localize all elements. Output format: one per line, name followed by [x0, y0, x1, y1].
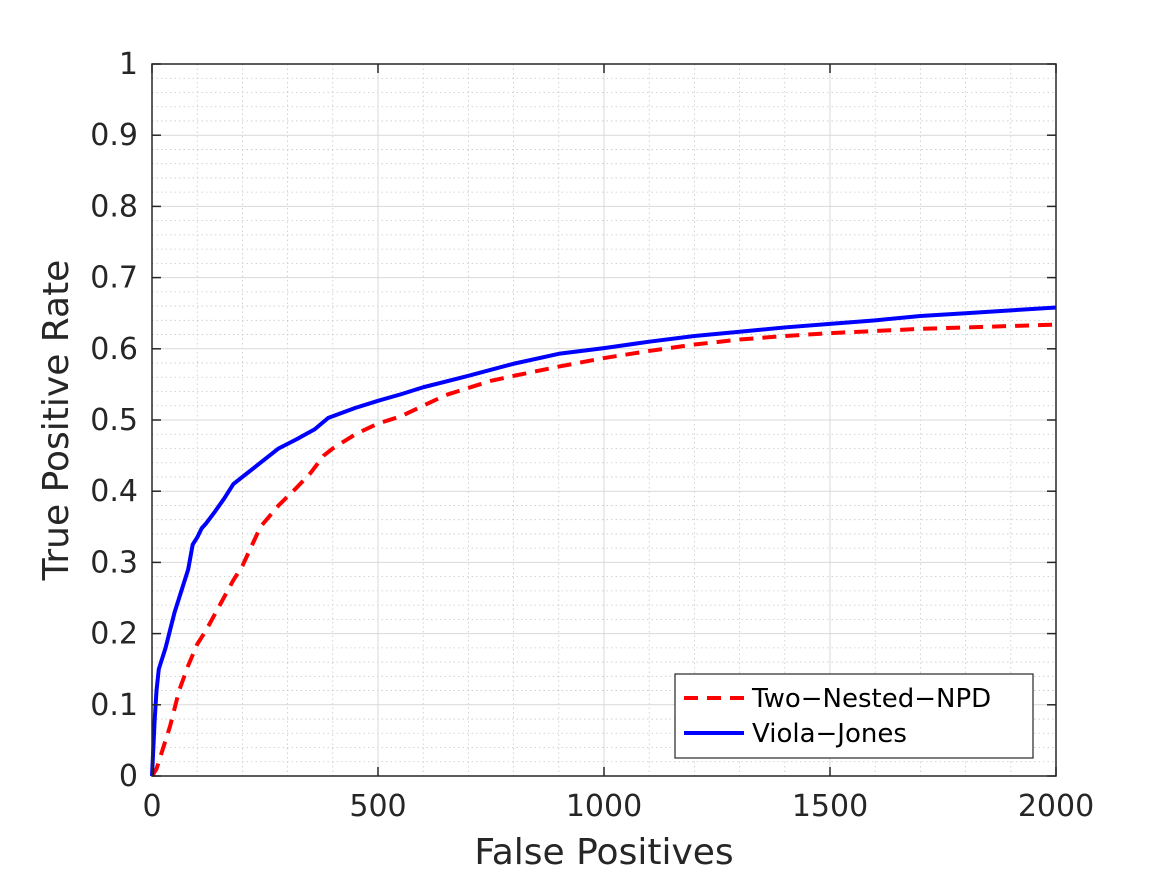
y-tick-label: 0 [119, 759, 138, 794]
y-tick-label: 0.9 [90, 118, 138, 153]
y-tick-label: 0.7 [90, 261, 138, 296]
x-tick-label: 500 [349, 789, 406, 824]
x-tick-label: 1500 [792, 789, 868, 824]
y-tick-label: 0.4 [90, 474, 138, 509]
series-layer [150, 305, 1057, 778]
x-tick-labels: 0 500 1000 1500 2000 [142, 789, 1094, 824]
x-tick-label: 0 [142, 789, 161, 824]
series-line-0 [150, 322, 1057, 778]
x-tick-label: 1000 [566, 789, 642, 824]
legend: Two−Nested−NPD Viola−Jones [674, 673, 1034, 759]
y-tick-label: 0.2 [90, 617, 138, 652]
series-line-1 [150, 305, 1057, 777]
y-tick-label: 0.5 [90, 403, 138, 438]
legend-label-viola-jones: Viola−Jones [752, 719, 907, 749]
y-tick-label: 0.6 [90, 332, 138, 367]
tick-marks [151, 63, 1057, 777]
legend-label-two-nested-npd: Two−Nested−NPD [751, 684, 991, 714]
y-tick-label: 0.3 [90, 545, 138, 580]
y-axis-label: True Positive Rate [36, 260, 77, 582]
y-tick-labels: 0 0.1 0.2 0.3 0.4 0.5 0.6 0.7 0.8 0.9 1 [90, 47, 138, 794]
legend-box [674, 673, 1034, 759]
x-tick-label: 2000 [1018, 789, 1094, 824]
y-tick-label: 0.8 [90, 189, 138, 224]
y-tick-label: 0.1 [90, 688, 138, 723]
x-axis-label: False Positives [474, 832, 733, 873]
y-tick-label: 1 [119, 47, 138, 82]
